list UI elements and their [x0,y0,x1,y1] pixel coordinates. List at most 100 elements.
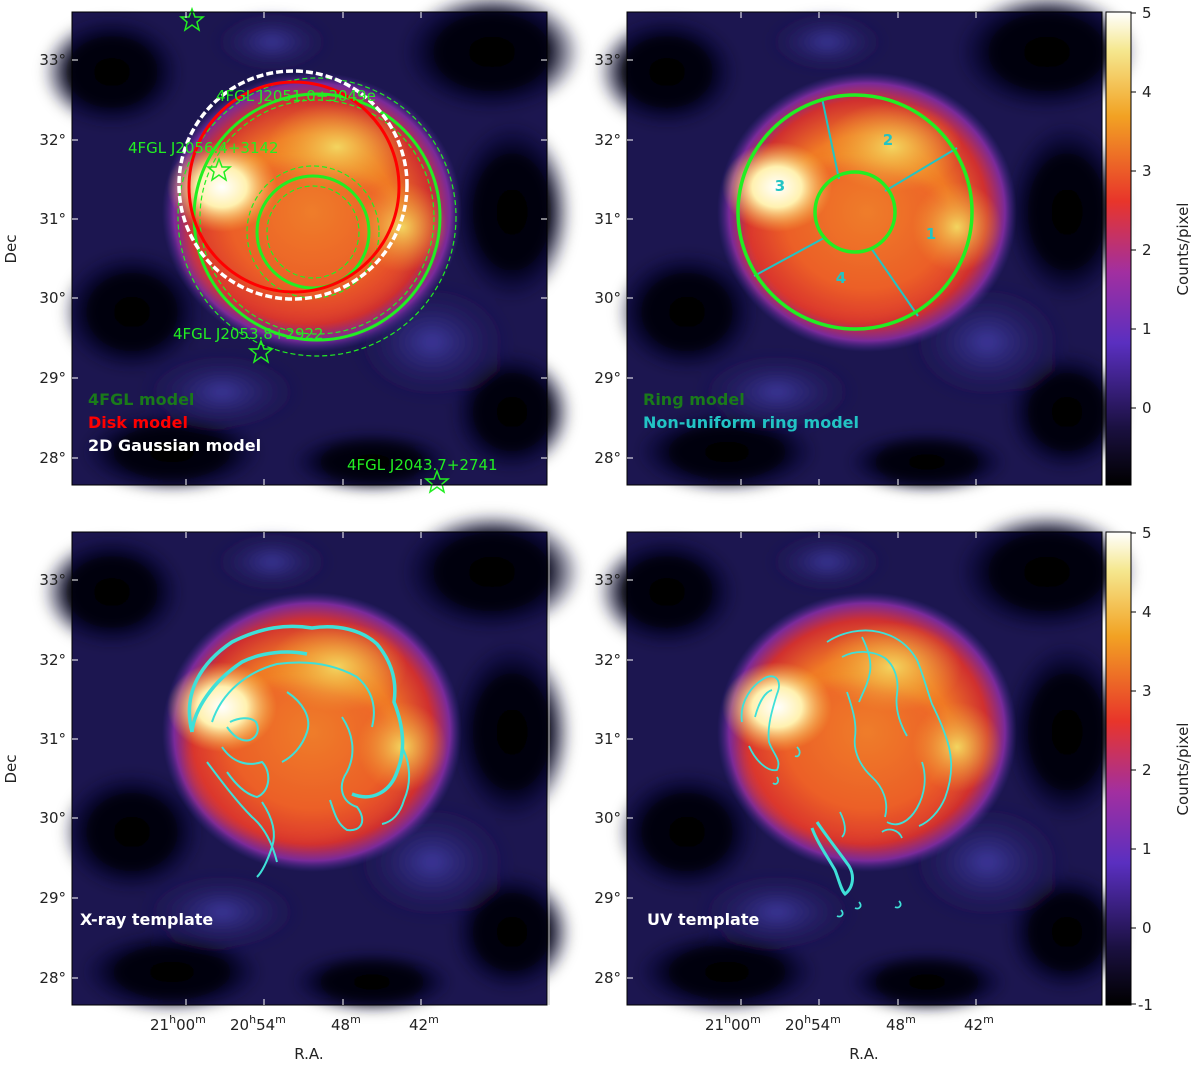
dec-tick: 31° [594,730,621,748]
bottom-left-ticks [72,532,422,1005]
dec-tick: 32° [39,651,66,669]
ra-tick: 42m [964,1013,994,1034]
colorbar-tick: 5 [1142,4,1152,22]
source-label-j2056: 4FGL J2056.4+3142 [128,139,279,157]
dec-tick: 32° [594,131,621,149]
ra-tick: 20h54m [230,1013,286,1034]
colorbar-label: Counts/pixel [1174,203,1192,296]
panel-bottom-right: UV template 33° 32° 31° 30° 29° 28° 21h0… [594,512,1137,1063]
colorbar-tick: -1 [1138,996,1153,1014]
ra-tick-labels: 21h00m 20h54m 48m 42m [705,1013,994,1034]
source-label-j2053: 4FGL J2053.8+2922 [173,325,324,343]
panel-top-left-image: 4FGL J2051.0+3049e 4FGL J2056.4+3142 4FG… [42,0,582,494]
dec-tick: 28° [39,969,66,987]
dec-tick: 31° [39,210,66,228]
colorbar-tick: 2 [1142,241,1152,259]
dec-tick: 30° [39,809,66,827]
dec-tick-labels: 33° 32° 31° 30° 29° 28° [594,571,621,987]
disk-model-overlay [187,80,401,294]
panel-bottom-right-image: UV template [597,512,1137,1012]
dec-tick: 33° [39,571,66,589]
colorbar-tick: 1 [1142,320,1152,338]
dec-tick-labels: 33° 32° 31° 30° 29° 28° [39,51,66,467]
ra-tick: 21h00m [705,1013,761,1034]
panel-top-left: 4FGL J2051.0+3049e 4FGL J2056.4+3142 4FG… [2,0,582,494]
dec-tick: 33° [594,51,621,69]
x-axis-title: R.A. [849,1045,878,1063]
dec-tick: 29° [594,369,621,387]
dec-tick-labels: 33° 32° 31° 30° 29° 28° [39,571,66,987]
dec-tick: 31° [594,210,621,228]
source-label-j2051: 4FGL J2051.0+3049e [216,87,376,105]
legend-entry-non-uniform-ring: Non-uniform ring model [643,413,859,432]
dec-tick: 30° [594,809,621,827]
dec-tick: 29° [39,889,66,907]
colorbar-bottom: 5 4 3 2 1 0 -1 Counts/pixel [1105,524,1192,1014]
legend-entry-gaussian: 2D Gaussian model [88,436,261,455]
template-label-xray: X-ray template [80,910,213,929]
ra-tick-labels: 21h00m 20h54m 48m 42m [150,1013,439,1034]
segment-label-3: 3 [775,177,785,195]
x-axis-title: R.A. [294,1045,323,1063]
dec-tick: 29° [594,889,621,907]
colorbar-tick: 0 [1142,919,1152,937]
dec-tick: 30° [594,289,621,307]
ra-tick: 42m [409,1013,439,1034]
colorbar-tick: 4 [1142,83,1152,101]
xray-contours [187,624,410,878]
gaussian-model-overlay [177,69,409,301]
star-icon [205,156,233,182]
legend-entry-4fgl: 4FGL model [88,390,194,409]
star-icon [247,338,275,364]
panel-top-right: 1 2 3 4 Ring model Non-uniform ring mode… [594,0,1137,492]
legend-entry-disk: Disk model [88,413,188,432]
star-icon [423,468,451,494]
uv-contours [740,629,952,918]
star-icon [178,6,206,32]
dec-tick: 28° [594,449,621,467]
panel-top-right-image: 1 2 3 4 Ring model Non-uniform ring mode… [597,0,1137,492]
colorbar-tick: 5 [1142,524,1152,542]
top-left-ticks [72,12,547,485]
y-axis-title: Dec [2,234,20,263]
segment-label-4: 4 [836,269,846,287]
y-axis-title: Dec [2,754,20,783]
dec-tick: 33° [39,51,66,69]
dec-tick: 30° [39,289,66,307]
ra-tick: 21h00m [150,1013,206,1034]
dec-tick: 28° [594,969,621,987]
legend: Ring model Non-uniform ring model [643,390,859,432]
bottom-right-ticks [627,532,977,1005]
colorbar-tick: 3 [1142,162,1152,180]
non-uniform-ring-overlay [753,97,958,317]
dec-tick: 31° [39,730,66,748]
ra-tick: 20h54m [785,1013,841,1034]
colorbar-label: Counts/pixel [1174,723,1192,816]
colorbar-tick: 3 [1142,682,1152,700]
top-right-ticks [627,12,977,485]
ring-model-overlay [736,93,974,331]
colorbar-tick: 2 [1142,761,1152,779]
panel-bottom-left-image: X-ray template [42,512,582,1012]
colorbar-tick: 0 [1142,399,1152,417]
dec-tick: 29° [39,369,66,387]
ra-tick: 48m [331,1013,361,1034]
colorbar-top: 5 4 3 2 1 0 Counts/pixel [1105,4,1192,486]
dec-tick: 28° [39,449,66,467]
panel-bottom-left: X-ray template 33° 32° 31° 30° 29° 28° D… [2,512,582,1063]
colorbar-tick: 4 [1142,603,1152,621]
segment-label-2: 2 [883,131,893,149]
template-label-uv: UV template [647,910,760,929]
dec-tick-labels: 33° 32° 31° 30° 29° 28° [594,51,621,467]
source-label-j2043: 4FGL J2043.7+2741 [347,456,498,474]
ra-tick: 48m [886,1013,916,1034]
4fgl-model-overlay [177,77,457,357]
dec-tick: 32° [594,651,621,669]
colorbar-tick: 1 [1142,840,1152,858]
legend: 4FGL model Disk model 2D Gaussian model [88,390,261,455]
dec-tick: 32° [39,131,66,149]
legend-entry-ring: Ring model [643,390,745,409]
dec-tick: 33° [594,571,621,589]
segment-label-1: 1 [926,225,936,243]
